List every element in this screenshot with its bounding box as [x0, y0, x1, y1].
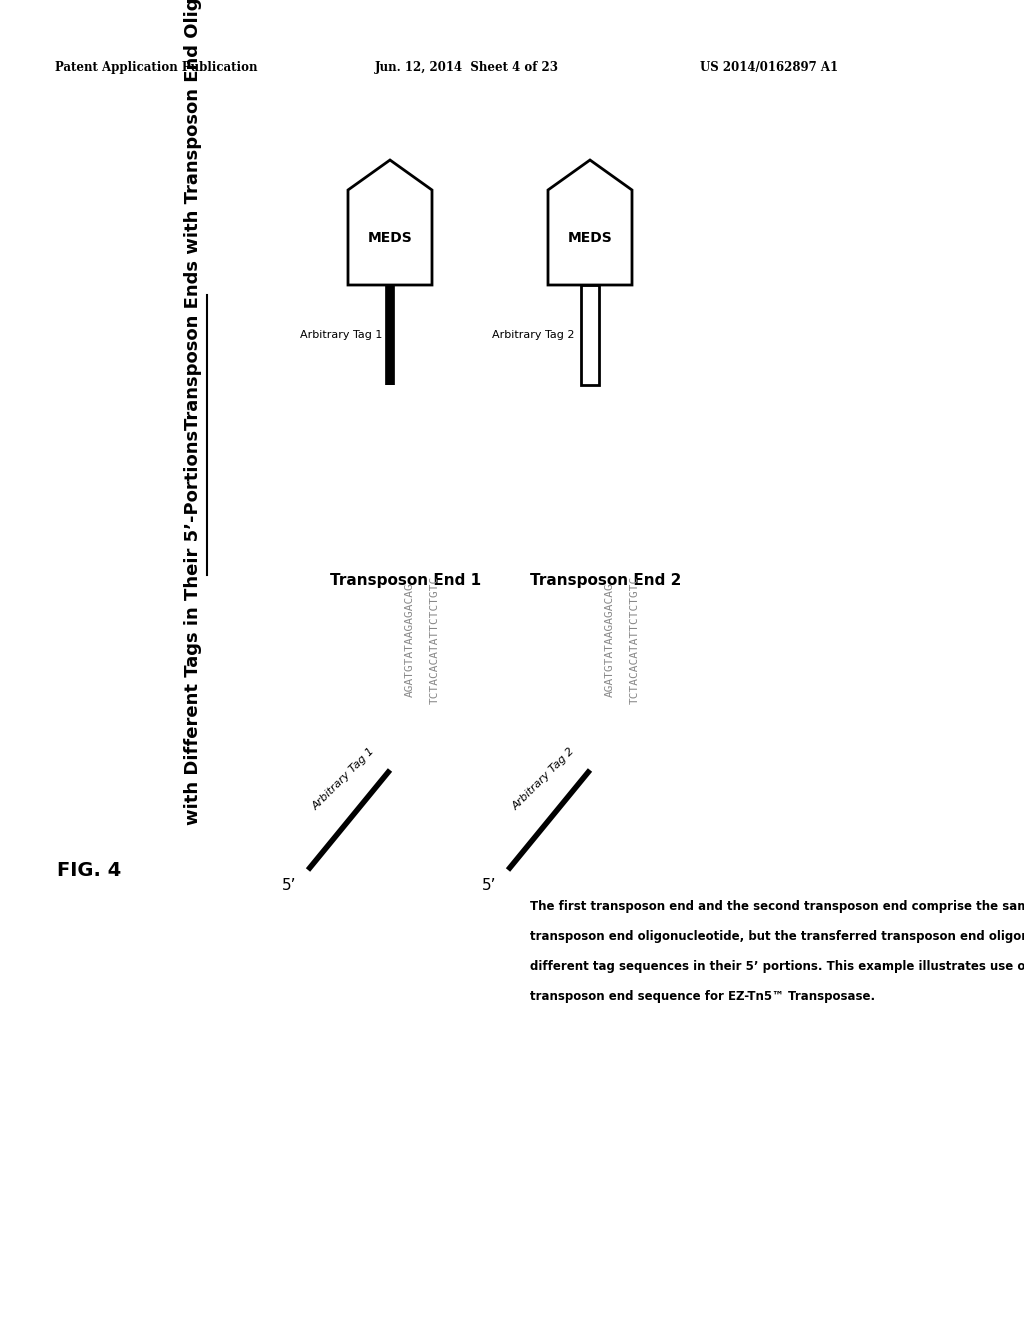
Text: Transposon End 1: Transposon End 1 [330, 573, 481, 587]
Text: Arbitrary Tag 1: Arbitrary Tag 1 [300, 330, 382, 341]
Text: Transposon Ends with Transposon End Oligonucleotides: Transposon Ends with Transposon End Olig… [184, 0, 202, 430]
Text: Patent Application Publication: Patent Application Publication [55, 62, 257, 74]
Text: MEDS: MEDS [567, 231, 612, 244]
Text: TCTACACATATTCTCTGTC: TCTACACATATTCTCTGTC [630, 576, 640, 704]
Text: MEDS: MEDS [368, 231, 413, 244]
Text: transposon end sequence for EZ-Tn5™ Transposase.: transposon end sequence for EZ-Tn5™ Tran… [530, 990, 876, 1003]
Text: different tag sequences in their 5’ portions. This example illustrates use of a : different tag sequences in their 5’ port… [530, 960, 1024, 973]
Text: Arbitrary Tag 1: Arbitrary Tag 1 [311, 746, 377, 812]
Text: transposon end oligonucleotide, but the transferred transposon end oligonucleoti: transposon end oligonucleotide, but the … [530, 931, 1024, 942]
Text: Transposon End 2: Transposon End 2 [530, 573, 681, 587]
Polygon shape [548, 160, 632, 285]
Text: FIG. 4: FIG. 4 [57, 861, 121, 879]
Polygon shape [348, 160, 432, 285]
Text: AGATGTATAAGAGACAG: AGATGTATAAGAGACAG [605, 582, 615, 697]
Text: Arbitrary Tag 2: Arbitrary Tag 2 [493, 330, 575, 341]
Text: The first transposon end and the second transposon end comprise the same non-tra: The first transposon end and the second … [530, 900, 1024, 913]
Text: 5’: 5’ [282, 878, 296, 894]
Bar [581, 285, 599, 385]
Text: Jun. 12, 2014  Sheet 4 of 23: Jun. 12, 2014 Sheet 4 of 23 [375, 62, 559, 74]
Text: TCTACACATATTCTCTGTC: TCTACACATATTCTCTGTC [430, 576, 440, 704]
Text: AGATGTATAAGAGACAG: AGATGTATAAGAGACAG [406, 582, 415, 697]
Text: with Different Tags in Their 5’-Portions: with Different Tags in Their 5’-Portions [184, 430, 202, 825]
Text: 5’: 5’ [481, 878, 496, 894]
Text: Arbitrary Tag 2: Arbitrary Tag 2 [511, 746, 577, 812]
Text: US 2014/0162897 A1: US 2014/0162897 A1 [700, 62, 838, 74]
